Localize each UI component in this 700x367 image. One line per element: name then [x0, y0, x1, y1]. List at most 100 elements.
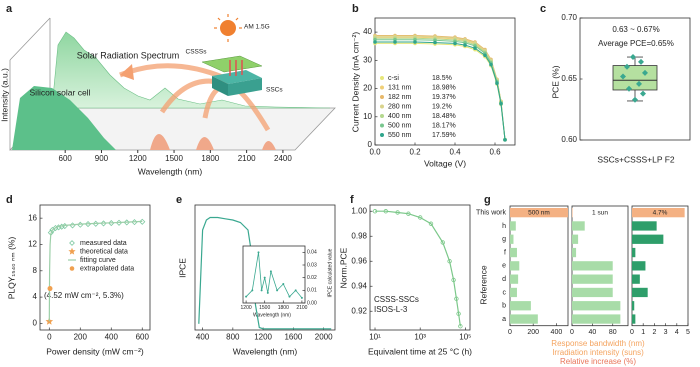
- bar: [632, 301, 635, 311]
- plot-frame: [374, 17, 516, 146]
- legend-marker: [380, 85, 384, 90]
- legend-label: 131 nm: [388, 84, 412, 91]
- legend-marker: [380, 95, 384, 99]
- upconversion-bands: [150, 134, 276, 150]
- annotation: AM 1.5G: [244, 24, 270, 31]
- bar: [572, 208, 573, 218]
- y-tick-label: 0: [368, 140, 373, 149]
- bar: [510, 234, 514, 244]
- y-tick-label: 0.00: [307, 300, 317, 306]
- y-tick-label: 1.00: [351, 206, 367, 215]
- top-edge: [9, 17, 51, 61]
- category-label: b: [502, 303, 506, 310]
- inset-marker: [282, 283, 285, 285]
- y-tick-label: 8: [33, 266, 38, 275]
- x-axis-label: Power density (mW cm⁻²): [46, 346, 144, 356]
- bar: [632, 247, 636, 258]
- panel-letter: a: [6, 3, 13, 15]
- inset-marker: [288, 295, 291, 298]
- marker: [372, 209, 378, 214]
- y-tick-label: 4: [33, 292, 38, 301]
- category-label: h: [502, 223, 506, 230]
- bar: [572, 301, 621, 311]
- legend-label: c-si: [388, 75, 399, 82]
- marker: [499, 101, 503, 106]
- legend-label: measured data: [80, 240, 127, 247]
- point: [636, 80, 642, 87]
- red-rays: [229, 60, 243, 76]
- marker: [456, 311, 461, 316]
- x-tick-label: 400: [105, 332, 119, 341]
- annotation: CSSS-SSCs: [374, 295, 419, 304]
- bar: [510, 301, 531, 311]
- bar: [510, 274, 519, 284]
- x-axis-label: Wavelength (nm): [138, 166, 203, 176]
- ssc-front: [228, 78, 262, 96]
- marker: [413, 40, 417, 44]
- x-tick-label: 4: [675, 329, 679, 336]
- x-tick-label: 600: [136, 332, 150, 341]
- x-tick-label: 1800: [201, 154, 219, 163]
- annotation: (4.52 mW cm⁻², 5.3%): [44, 291, 124, 300]
- legend-marker: [69, 266, 75, 271]
- sun: [220, 20, 236, 36]
- bar: [572, 274, 613, 284]
- x-tick-label: 10⁵: [459, 332, 471, 341]
- y-tick-label: 0.60: [561, 135, 577, 144]
- inset-marker: [300, 296, 303, 299]
- marker: [395, 210, 400, 215]
- y-tick-label: 0.01: [307, 288, 317, 294]
- bar: [510, 261, 520, 271]
- x-tick-label: 0.2: [409, 147, 421, 156]
- inset-marker: [294, 289, 297, 292]
- y-axis-label: Reference: [478, 265, 488, 304]
- bar: [572, 221, 585, 231]
- legend-marker: [380, 114, 384, 118]
- marker: [454, 296, 459, 301]
- silicon-absorption: [12, 86, 116, 150]
- marker: [418, 215, 423, 220]
- legend-label: 550 nm: [388, 132, 412, 139]
- x-tick-label: 0: [508, 329, 512, 336]
- bar: [632, 221, 657, 231]
- fit-line: [48, 220, 143, 322]
- point: [638, 58, 644, 65]
- bar: [572, 261, 613, 271]
- x-tick-label: 2100: [296, 305, 307, 311]
- axis-title: Irradiation intensity (suns): [552, 348, 644, 357]
- bar: [632, 287, 648, 298]
- y-tick-label: 0.65: [561, 74, 577, 83]
- category-label: This work: [476, 209, 506, 216]
- sun-rays: [214, 14, 242, 42]
- legend-label: fitting curve: [80, 257, 116, 264]
- inset-line: [245, 252, 303, 299]
- marker: [451, 277, 456, 283]
- annotation: Solar Radiation Spectrum: [77, 50, 180, 60]
- legend-label: 500 nm: [388, 122, 412, 129]
- panel-letter: f: [350, 194, 354, 206]
- legend-value: 18.98%: [432, 84, 456, 91]
- legend-marker: [380, 76, 384, 80]
- bar: [632, 274, 640, 284]
- axis-title: Response bandwidth (nm): [551, 339, 645, 348]
- panel-letter: d: [6, 194, 13, 206]
- x-axis-label: SSCs+CSSS+LP F2: [597, 154, 675, 164]
- y-axis-label: PCE (%): [550, 65, 560, 98]
- x-tick-label: 800: [226, 332, 240, 341]
- y-axis-label: Norm.PCE: [338, 247, 348, 288]
- y-tick-label: 10: [363, 112, 372, 121]
- marker: [406, 211, 411, 216]
- bar: [572, 287, 613, 298]
- marker: [473, 46, 477, 50]
- bar: [572, 234, 579, 244]
- y-axis-label: Intensity (a.u.): [0, 68, 9, 122]
- y-tick-label: 0.92: [351, 306, 367, 315]
- y-tick-label: 0.98: [351, 231, 367, 240]
- marker: [433, 40, 437, 45]
- inset-x-label: Wavelength (nm): [253, 312, 291, 318]
- y-tick-label: 30: [363, 55, 372, 64]
- inset-bg: [243, 246, 305, 303]
- bar: [632, 234, 664, 244]
- x-tick-label: 10¹: [369, 332, 381, 341]
- axis-title: Relative increase (%): [560, 357, 636, 366]
